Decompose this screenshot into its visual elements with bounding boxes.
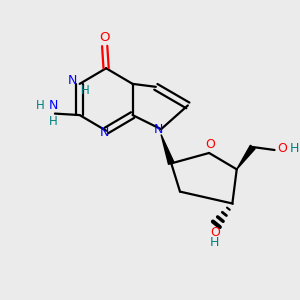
Text: H: H xyxy=(290,142,299,155)
Text: H: H xyxy=(210,236,220,249)
Text: N: N xyxy=(100,126,110,139)
Text: N: N xyxy=(49,99,58,112)
Text: H: H xyxy=(49,116,58,128)
Text: O: O xyxy=(210,226,220,239)
Text: H: H xyxy=(81,84,90,97)
Text: H: H xyxy=(36,99,45,112)
Polygon shape xyxy=(237,145,255,169)
Text: O: O xyxy=(206,138,215,151)
Text: O: O xyxy=(277,142,287,155)
Text: O: O xyxy=(99,31,110,44)
Polygon shape xyxy=(161,134,174,164)
Text: N: N xyxy=(68,74,77,87)
Text: N: N xyxy=(154,123,164,136)
